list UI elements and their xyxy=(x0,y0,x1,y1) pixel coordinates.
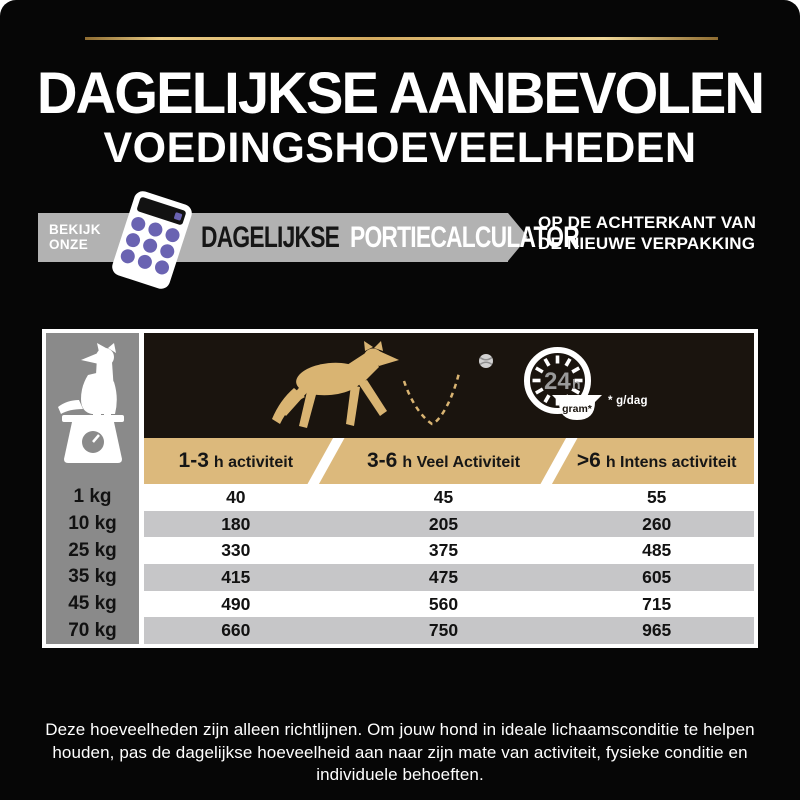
table-main: 24 h gram* * g/dag 1-3 h activiteit 3-6 … xyxy=(144,333,754,645)
weight-label: 45 kg xyxy=(68,593,117,615)
weight-label: 1 kg xyxy=(73,486,112,508)
weight-label: 35 kg xyxy=(68,566,117,588)
banner-body: BEKIJK ONZE DAGELIJKSE PORTIECALCULATOR xyxy=(38,213,580,262)
column-header-3: >6 h Intens activiteit xyxy=(576,449,737,472)
table-row: 490 560 715 xyxy=(144,590,754,618)
banner-right-text: OP DE ACHTERKANT VAN DE NIEUWE VERPAKKIN… xyxy=(538,212,756,254)
weight-label: 10 kg xyxy=(68,513,117,534)
bounce-trajectory xyxy=(402,372,461,426)
page-title-line2: VOEDINGSHOEVEELHEDEN xyxy=(103,124,697,172)
portion-calculator-banner: BEKIJK ONZE DAGELIJKSE PORTIECALCULATOR xyxy=(38,213,580,262)
banner-title-dark: DAGELIJKSE xyxy=(201,220,340,254)
running-dog-icon xyxy=(272,341,399,428)
24h-clock-icon: 24 h xyxy=(524,347,591,414)
banner-right-line2: DE NIEUWE VERPAKKING xyxy=(538,234,756,253)
banner-prefix-line1: BEKIJK xyxy=(49,222,101,237)
calculator-icon xyxy=(109,188,195,292)
table-row: 415 475 605 xyxy=(144,564,754,591)
weight-labels: 1 kg 10 kg 25 kg 35 kg 45 kg 70 kg xyxy=(46,484,139,644)
feeding-table: 1 kg 10 kg 25 kg 35 kg 45 kg 70 kg xyxy=(42,329,758,648)
clock-24-label: 24 xyxy=(544,368,571,395)
page-title-line1: DAGELIJKSE AANBEVOLEN xyxy=(36,61,765,126)
ball-icon xyxy=(479,354,493,368)
banner-title-light: PORTIECALCULATOR xyxy=(350,220,580,254)
banner-title: DAGELIJKSE PORTIECALCULATOR xyxy=(201,220,580,255)
banner-prefix-line2: ONZE xyxy=(49,236,89,252)
dog-on-scale-icon xyxy=(46,333,139,484)
banner-arrow-tip xyxy=(508,213,528,261)
banner-prefix: BEKIJK ONZE xyxy=(49,222,101,252)
column-header-1: 1-3 h activiteit xyxy=(178,449,294,472)
weight-column: 1 kg 10 kg 25 kg 35 kg 45 kg 70 kg xyxy=(46,333,144,644)
banner-right-line1: OP DE ACHTERKANT VAN xyxy=(538,213,757,232)
grams-per-day-label: * g/dag xyxy=(608,395,648,407)
table-art-band: 24 h gram* * g/dag xyxy=(144,333,754,438)
weight-label: 25 kg xyxy=(68,539,117,561)
clock-h-label: h xyxy=(572,376,581,392)
bowl-label: gram* xyxy=(562,403,593,415)
table-row: 330 375 485 xyxy=(144,537,754,565)
gram-bowl-icon: gram* xyxy=(552,395,602,420)
table-header-row: 1-3 h activiteit 3-6 h Veel Activiteit >… xyxy=(144,438,754,484)
table-row: 180 205 260 xyxy=(144,510,754,538)
column-header-2: 3-6 h Veel Activiteit xyxy=(366,449,521,472)
table-row: 660 750 965 xyxy=(144,617,754,645)
header-slash-dividers xyxy=(307,438,578,484)
gold-divider-line xyxy=(85,37,718,40)
table-body: 40 45 55 180 205 260 330 375 485 415 475 xyxy=(144,484,754,645)
weight-label: 70 kg xyxy=(68,619,117,641)
table-row: 40 45 55 xyxy=(144,484,754,511)
disclaimer-text: Deze hoeveelheden zijn alleen richtlijne… xyxy=(45,720,755,784)
